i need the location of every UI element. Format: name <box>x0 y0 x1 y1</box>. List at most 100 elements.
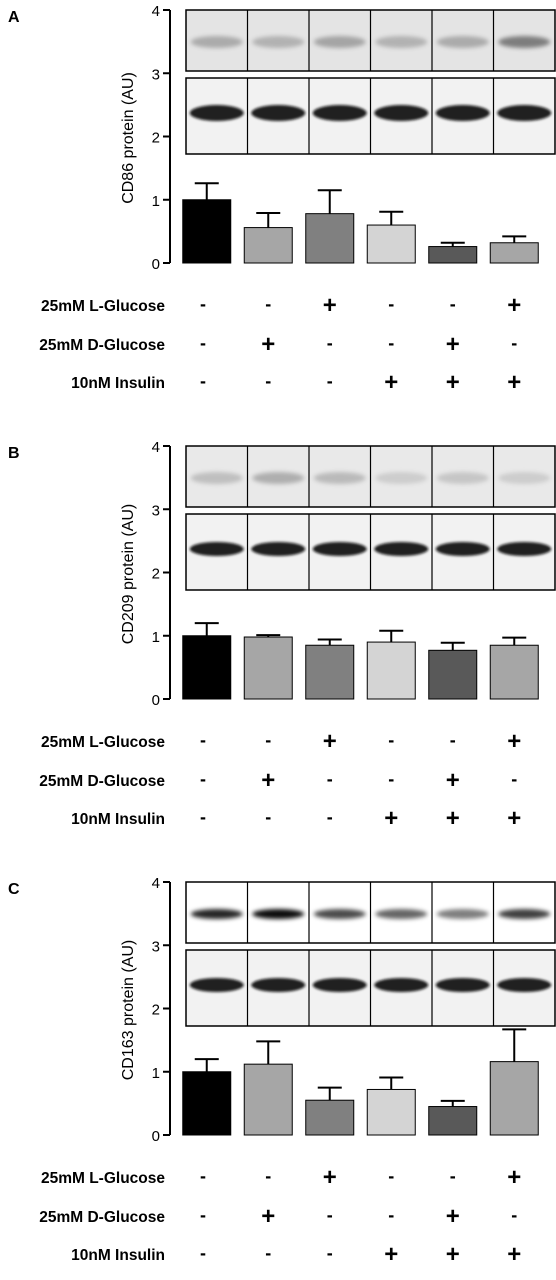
treatment-mark: + <box>507 369 521 396</box>
blot-band-lower <box>189 105 244 121</box>
bar <box>305 213 355 264</box>
blot-band-upper <box>436 472 489 484</box>
blot-band-upper <box>498 472 551 484</box>
treatment-label: 25mM D-Glucose <box>39 1209 165 1226</box>
bar <box>182 199 232 264</box>
treatment-label: 10nM Insulin <box>71 811 165 828</box>
treatment-mark: + <box>507 292 521 319</box>
bar <box>366 1088 416 1136</box>
bar <box>428 1106 478 1136</box>
blot-band-lower <box>312 105 367 121</box>
treatment-mark: - <box>327 769 333 789</box>
treatment-mark: + <box>261 331 275 358</box>
treatment-mark: - <box>200 730 206 750</box>
blot-band-upper <box>252 36 305 48</box>
treatment-mark: - <box>200 769 206 789</box>
blot-band-upper <box>252 909 305 919</box>
treatment-mark: + <box>446 1203 460 1230</box>
treatment-label: 10nM Insulin <box>71 1247 165 1264</box>
treatment-mark: - <box>327 1243 333 1263</box>
treatment-mark: - <box>265 807 271 827</box>
treatment-mark: - <box>265 371 271 391</box>
blot-band-upper <box>375 36 428 48</box>
treatment-label: 25mM L-Glucose <box>41 734 165 751</box>
treatment-mark: - <box>450 294 456 314</box>
blot-band-lower <box>374 978 429 992</box>
y-tick-label: 2 <box>152 566 160 583</box>
y-tick-label: 2 <box>152 1002 160 1019</box>
y-axis-label: CD163 protein (AU) <box>120 940 137 1081</box>
treatment-label: 25mM D-Glucose <box>39 337 165 354</box>
panel-b: B CD209 protein (AU) 0 1 2 3 4 25mM L-Glucose - -… <box>8 439 556 832</box>
y-tick-label: 2 <box>152 130 160 147</box>
blot-band-lower <box>497 105 552 121</box>
treatment-mark: - <box>450 1166 456 1186</box>
treatment-mark: + <box>261 767 275 794</box>
blot-band-upper <box>190 472 243 484</box>
treatment-mark: - <box>265 1166 271 1186</box>
treatment-mark: - <box>200 1243 206 1263</box>
blot-band-lower <box>497 542 552 556</box>
treatment-mark: - <box>511 333 517 353</box>
bar <box>366 641 416 700</box>
blot-band-lower <box>189 542 244 556</box>
treatment-mark: - <box>388 1166 394 1186</box>
panel-c: C CD163 protein (AU) 0 1 2 3 4 25mM L-Glucose - -… <box>8 875 556 1268</box>
blot-band-upper <box>313 36 366 48</box>
treatment-mark: - <box>327 371 333 391</box>
blot-band-lower <box>435 105 490 121</box>
treatment-mark: - <box>511 1205 517 1225</box>
blot-band-upper <box>313 909 366 919</box>
bar <box>489 1061 539 1136</box>
y-tick-label: 1 <box>152 1065 160 1082</box>
treatment-mark: - <box>265 1243 271 1263</box>
y-axis-label: CD86 protein (AU) <box>120 72 137 204</box>
treatment-mark: - <box>388 769 394 789</box>
blot-band-upper <box>498 909 551 919</box>
panel-label: B <box>8 445 20 462</box>
treatment-label: 10nM Insulin <box>71 375 165 392</box>
y-tick-label: 4 <box>152 3 160 20</box>
treatment-mark: - <box>200 294 206 314</box>
blot-band-upper <box>498 36 551 48</box>
blot-band-lower <box>374 542 429 556</box>
treatment-mark: - <box>388 294 394 314</box>
panel-a: A CD86 protein (AU) 0 1 2 3 4 25mM L-Glucose - - +… <box>8 3 556 396</box>
treatment-mark: - <box>200 333 206 353</box>
treatment-mark: - <box>388 333 394 353</box>
blot-band-lower <box>435 978 490 992</box>
y-axis-label: CD209 protein (AU) <box>120 504 137 645</box>
y-tick-label: 4 <box>152 439 160 456</box>
bar <box>489 644 539 700</box>
bar <box>243 227 293 264</box>
blot-band-upper <box>375 472 428 484</box>
treatment-mark: + <box>323 1164 337 1191</box>
blot-band-lower <box>312 978 367 992</box>
blot-band-lower <box>251 105 306 121</box>
treatment-mark: + <box>323 728 337 755</box>
treatment-mark: - <box>200 371 206 391</box>
treatment-label: 25mM L-Glucose <box>41 1170 165 1187</box>
treatment-mark: - <box>200 807 206 827</box>
treatment-mark: + <box>446 805 460 832</box>
bar <box>243 636 293 700</box>
bar <box>489 242 539 264</box>
blot-band-lower <box>189 978 244 992</box>
blot-band-lower <box>497 978 552 992</box>
bar <box>305 1099 355 1136</box>
treatment-mark: + <box>446 767 460 794</box>
treatment-mark: + <box>507 728 521 755</box>
treatment-mark: - <box>450 730 456 750</box>
y-tick-label: 0 <box>152 256 160 273</box>
blot-band-lower <box>251 542 306 556</box>
treatment-mark: + <box>507 805 521 832</box>
western-blot-images <box>185 9 556 155</box>
y-tick-label: 0 <box>152 1128 160 1145</box>
y-tick-label: 3 <box>152 502 160 519</box>
treatment-mark: + <box>507 1164 521 1191</box>
bar <box>366 224 416 264</box>
y-tick-label: 4 <box>152 875 160 892</box>
treatment-mark: - <box>265 294 271 314</box>
blot-band-lower <box>251 978 306 992</box>
